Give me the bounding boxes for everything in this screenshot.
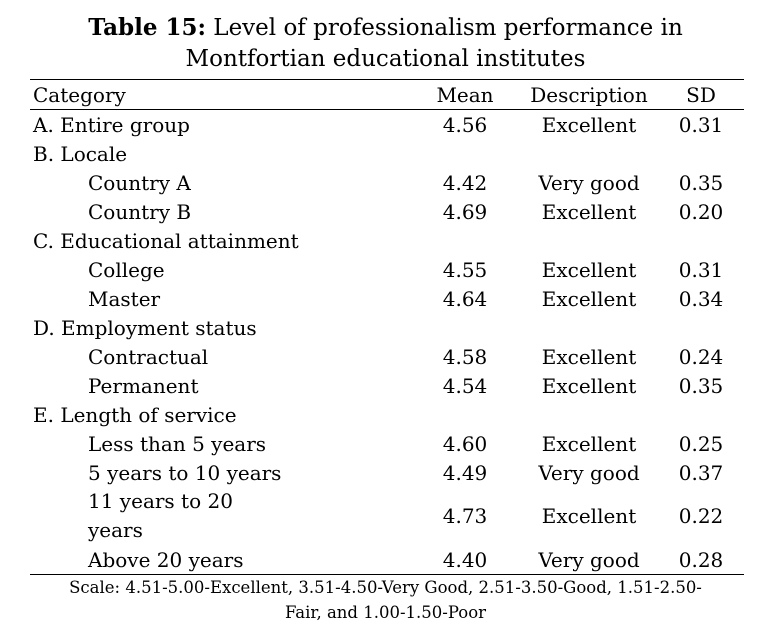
cell-mean — [410, 400, 520, 429]
cell-sd — [658, 139, 744, 168]
cell-description — [520, 313, 658, 342]
cell-description: Very good — [538, 460, 640, 485]
cell-category: E. Length of service — [33, 402, 237, 427]
cell-sd: 0.35 — [678, 170, 724, 195]
cell-category: College — [88, 257, 165, 282]
cell-mean — [410, 226, 520, 255]
wrapped-category-text: 11 years to 20 years — [88, 489, 233, 542]
table-row: B. Locale — [30, 139, 744, 168]
table-row: College 4.55 Excellent 0.31 — [30, 255, 744, 284]
cell-mean: 4.69 — [442, 199, 488, 224]
scale-note-line-2: Fair, and 1.00-1.50-Poor — [284, 603, 487, 622]
cell-description: Excellent — [541, 286, 637, 311]
cell-description: Excellent — [541, 199, 637, 224]
cell-description: Excellent — [541, 431, 637, 456]
cell-category: Country B — [88, 199, 192, 224]
header-sd: SD — [686, 82, 716, 107]
table-row: Less than 5 years 4.60 Excellent 0.25 — [30, 429, 744, 458]
cell-category: D. Employment status — [33, 315, 257, 340]
cell-mean: 4.49 — [442, 460, 488, 485]
table-row: Master 4.64 Excellent 0.34 — [30, 284, 744, 313]
cell-category: Master — [88, 286, 161, 311]
cell-description: Excellent — [541, 257, 637, 282]
table-row: Country A 4.42 Very good 0.35 — [30, 168, 744, 197]
cell-description — [520, 400, 658, 429]
cell-sd — [658, 400, 744, 429]
results-table: Category Mean Description SD A. Entire g… — [30, 79, 744, 575]
header-category: Category — [33, 82, 126, 107]
cell-mean: 4.42 — [442, 170, 488, 195]
cell-sd: 0.35 — [678, 373, 724, 398]
header-description: Description — [530, 82, 648, 107]
cell-category: Above 20 years — [88, 547, 244, 572]
table-row: Country B 4.69 Excellent 0.20 — [30, 197, 744, 226]
table-header: Category Mean Description SD — [30, 79, 744, 110]
cell-sd: 0.28 — [678, 547, 724, 572]
header-row: Category Mean Description SD — [30, 79, 744, 110]
cell-category: 11 years to 20 years — [30, 487, 410, 545]
scale-note: Scale: 4.51-5.00-Excellent, 3.51-4.50-Ve… — [0, 575, 771, 625]
cell-category: Less than 5 years — [88, 431, 267, 456]
cell-mean: 4.55 — [442, 257, 488, 282]
table-row: Permanent 4.54 Excellent 0.35 — [30, 371, 744, 400]
table-row: 5 years to 10 years 4.49 Very good 0.37 — [30, 458, 744, 487]
caption-text-1: Level of professionalism performance in — [213, 15, 683, 41]
cell-description: Excellent — [541, 112, 637, 137]
cell-mean — [410, 313, 520, 342]
table-row: 11 years to 20 years 4.73 Excellent 0.22 — [30, 487, 744, 545]
cell-description: Very good — [538, 170, 640, 195]
cell-sd: 0.31 — [678, 257, 724, 282]
cell-category: A. Entire group — [33, 112, 190, 137]
cell-description: Excellent — [541, 373, 637, 398]
cell-sd: 0.31 — [678, 112, 724, 137]
cell-description: Excellent — [541, 344, 637, 369]
cell-sd: 0.37 — [678, 460, 724, 485]
cell-category: C. Educational attainment — [33, 228, 299, 253]
cell-sd: 0.20 — [678, 199, 724, 224]
cell-mean: 4.58 — [442, 344, 488, 369]
cell-description — [520, 139, 658, 168]
table-row: C. Educational attainment — [30, 226, 744, 255]
table-body: A. Entire group 4.56 Excellent 0.31 B. Local… — [30, 110, 744, 575]
table-row: Contractual 4.58 Excellent 0.24 — [30, 342, 744, 371]
cell-mean — [410, 139, 520, 168]
header-mean: Mean — [436, 82, 494, 107]
cell-mean: 4.64 — [442, 286, 488, 311]
cell-description: Very good — [538, 547, 640, 572]
cell-description: Excellent — [541, 504, 637, 528]
cell-sd — [658, 313, 744, 342]
table-row: D. Employment status — [30, 313, 744, 342]
cell-category: Contractual — [88, 344, 209, 369]
cell-sd: 0.22 — [678, 504, 724, 528]
cell-description — [520, 226, 658, 255]
cell-sd: 0.34 — [678, 286, 724, 311]
table-row: A. Entire group 4.56 Excellent 0.31 — [30, 110, 744, 140]
table-caption: Table 15: Level of professionalism perfo… — [0, 12, 771, 75]
caption-line-2: Montfortian educational institutes — [185, 46, 586, 72]
cell-category: Permanent — [88, 373, 199, 398]
cell-sd: 0.24 — [678, 344, 724, 369]
table-row: Above 20 years 4.40 Very good 0.28 — [30, 545, 744, 575]
table-row: E. Length of service — [30, 400, 744, 429]
cell-mean: 4.40 — [442, 547, 488, 572]
scale-note-line-1: Scale: 4.51-5.00-Excellent, 3.51-4.50-Ve… — [69, 578, 702, 597]
cell-sd: 0.25 — [678, 431, 724, 456]
caption-line-1: Table 15: Level of professionalism perfo… — [0, 12, 771, 44]
cell-mean: 4.60 — [442, 431, 488, 456]
caption-label: Table 15: — [88, 14, 206, 41]
cell-mean: 4.73 — [442, 504, 488, 528]
cell-category: Country A — [88, 170, 191, 195]
cell-category: 5 years to 10 years — [88, 460, 282, 485]
cell-sd — [658, 226, 744, 255]
cell-mean: 4.56 — [442, 112, 488, 137]
cell-mean: 4.54 — [442, 373, 488, 398]
cell-category: B. Locale — [33, 141, 128, 166]
